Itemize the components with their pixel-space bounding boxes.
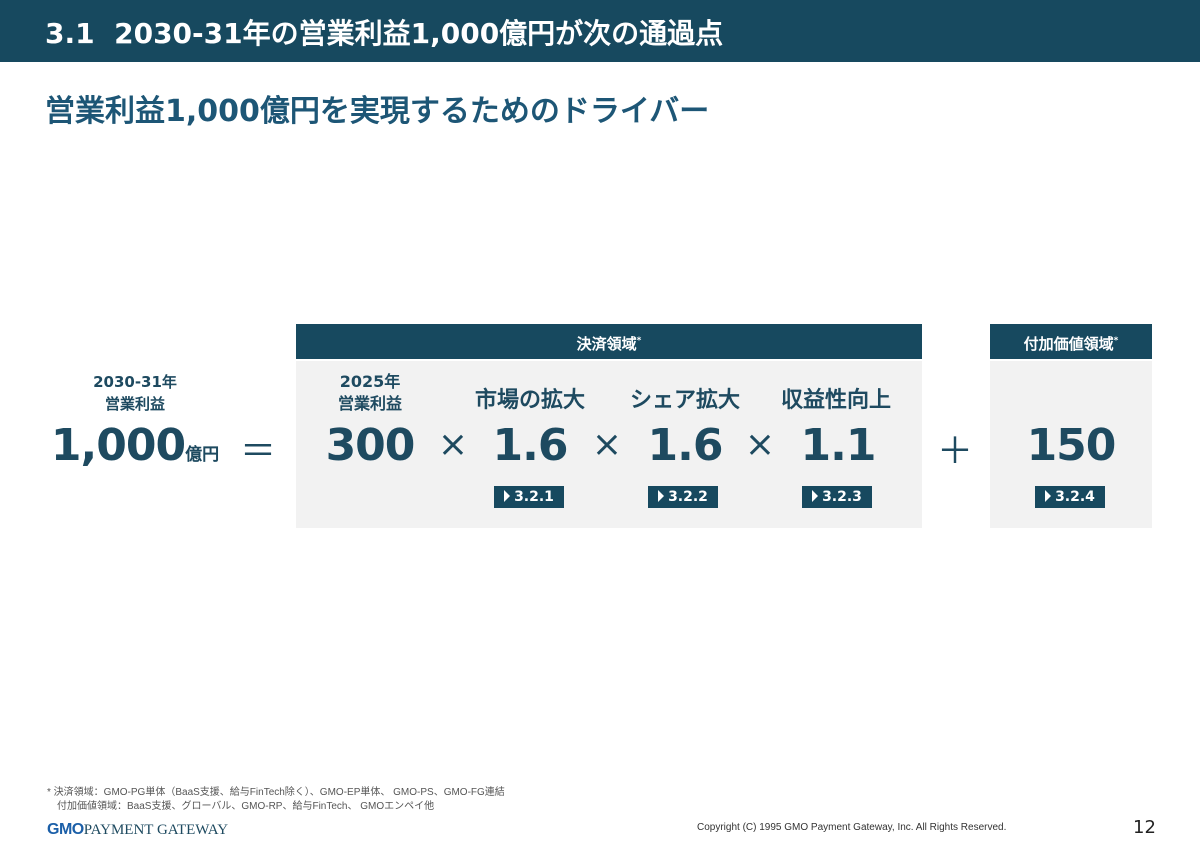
- target-year: 2030-31年: [93, 373, 177, 391]
- base-label: 営業利益: [337, 394, 403, 413]
- driver-label: 市場の拡大: [474, 388, 586, 413]
- ref-link[interactable]: 3.2.4: [1035, 486, 1105, 508]
- play-triangle-icon: [812, 490, 819, 502]
- copyright: Copyright (C) 1995 GMO Payment Gateway, …: [697, 822, 1007, 833]
- payment-header: 決済領域*: [296, 324, 922, 359]
- value-added-header-label: 付加価値領域: [1023, 335, 1114, 353]
- equals-sign: ＝: [239, 431, 277, 472]
- slide-subtitle: 営業利益1,000億円を実現するためのドライバー: [45, 94, 710, 129]
- value-added-header: 付加価値領域*: [990, 324, 1152, 359]
- times-sign: ×: [744, 424, 776, 465]
- driver-value: 1.6: [492, 420, 569, 471]
- ref-label: 3.2.2: [668, 489, 708, 505]
- play-triangle-icon: [504, 490, 511, 502]
- driver-value: 1.6: [647, 420, 724, 471]
- base-value: 300: [325, 420, 416, 471]
- ref-link[interactable]: 3.2.3: [802, 486, 872, 508]
- ref-link[interactable]: 3.2.2: [648, 486, 718, 508]
- ref-label: 3.2.1: [514, 489, 554, 505]
- ref-link[interactable]: 3.2.1: [494, 486, 564, 508]
- page-number: 12: [1133, 817, 1156, 838]
- target-label: 営業利益: [104, 395, 166, 413]
- play-triangle-icon: [1045, 490, 1052, 502]
- ref-label: 3.2.4: [1055, 489, 1095, 505]
- play-triangle-icon: [658, 490, 665, 502]
- slide-title: 3.1 2030-31年の営業利益1,000億円が次の通過点: [45, 17, 724, 50]
- base-year: 2025年: [339, 372, 401, 391]
- target-value-group: 1,000億円: [51, 420, 219, 471]
- ref-label: 3.2.3: [822, 489, 862, 505]
- target-unit: 億円: [185, 445, 220, 465]
- company-logo: GMOPAYMENT GATEWAY: [47, 819, 228, 839]
- footnote-mark: *: [636, 336, 642, 346]
- times-sign: ×: [437, 424, 469, 465]
- footnote-mark: *: [1113, 336, 1119, 346]
- slide-title-bar: 3.1 2030-31年の営業利益1,000億円が次の通過点: [0, 0, 1200, 62]
- driver-value: 1.1: [800, 420, 877, 471]
- value-added-value: 150: [1026, 420, 1117, 471]
- driver-label: 収益性向上: [780, 388, 892, 413]
- payment-header-label: 決済領域: [576, 335, 637, 353]
- times-sign: ×: [591, 424, 623, 465]
- logo-text: PAYMENT GATEWAY: [83, 822, 229, 838]
- footnote: * 決済領域：GMO-PG単体（BaaS支援、給与FinTech除く）、GMO-…: [47, 787, 505, 798]
- driver-label: シェア拡大: [629, 388, 741, 413]
- target-value: 1,000: [50, 420, 186, 471]
- logo-gmo: GMO: [47, 821, 84, 838]
- plus-sign: ＋: [936, 431, 974, 472]
- footnote: 付加価値領域：BaaS支援、グローバル、GMO-RP、給与FinTech、 GM…: [57, 801, 435, 812]
